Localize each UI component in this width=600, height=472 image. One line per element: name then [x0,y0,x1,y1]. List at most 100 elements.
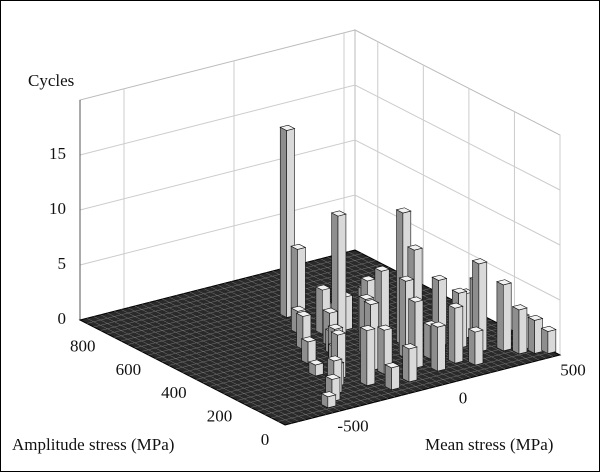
bar-face-front [391,365,400,391]
bar-face-top [322,307,339,314]
bar-face-left [384,364,392,391]
bar-face-top [395,207,412,214]
bar-face-top [360,275,377,282]
bar-face-top [496,279,513,286]
floor-mesh [100,260,376,331]
bar-face-front [547,329,557,354]
floor-mesh [264,344,540,415]
bar-face-top [363,299,380,306]
bar-face-top [401,343,418,350]
bar [401,343,418,383]
bar-face-top [320,391,337,398]
bar [447,302,464,364]
bar [359,325,376,387]
y-tick-label: 600 [116,360,142,379]
bar-face-left [527,316,535,354]
bar-face-left [512,306,520,355]
bar-face-front [337,213,347,338]
y-axis-label: Amplitude stress (MPa) [12,435,174,454]
bar [540,325,557,355]
bar-face-top [327,323,344,330]
bar [527,314,544,354]
bar-face-front [366,328,376,387]
bar [308,359,325,377]
bar-face-left [402,345,410,383]
bar-face-left [448,304,456,364]
y-tick-label: 200 [207,407,233,426]
x-tick-label: -500 [337,417,368,436]
bar-face-top [376,324,393,331]
bar-face-left [468,328,476,366]
bar-face-top [330,210,347,217]
y-tick-label: 400 [161,383,187,402]
floor-mesh [127,274,403,345]
bar-face-top [398,275,415,282]
floor-mesh [86,253,362,324]
x-tick-label: 500 [560,361,586,380]
bar-face-top [324,373,341,380]
bar-face-left [360,326,368,387]
bar-face-left [279,126,287,319]
bar-face-top [290,243,307,250]
floor-mesh [93,256,369,328]
bar-face-top [374,265,391,272]
bar-face-top [527,314,544,321]
bar-face-top [406,244,423,251]
x-axis-label: Mean stress (MPa) [425,435,553,454]
bar-face-left [430,323,438,372]
bar-face-top [447,302,464,309]
bar-face-top [384,362,401,369]
bar-face-top [359,325,376,331]
bar [300,336,317,365]
bar-face-left [541,327,549,355]
z-tick-label: 0 [58,309,67,328]
bar-face-top [431,274,448,281]
floor-mesh [120,270,397,342]
bar [384,362,401,391]
bar [330,210,347,338]
bar-face-top [308,359,325,366]
bar-face-left [496,281,504,352]
floor-mesh [278,351,554,422]
bar-face-top [279,124,296,131]
z-tick-label: 5 [58,254,67,273]
bar [467,326,484,366]
bar-face-top [326,355,343,362]
bar-face-top [540,325,557,332]
bar-face-left [423,322,431,360]
bar-face-top [290,305,307,312]
bar-face-left [301,338,309,365]
bar-face-top [315,284,332,291]
bar-face-top [467,326,484,333]
bar-face-front [502,282,512,352]
bar-face-left [377,326,385,375]
bar-face-top [300,336,317,343]
bar-face-left [315,286,323,335]
bar-face-top [430,321,447,328]
bar-face-top [471,258,488,265]
bar-face-front [518,307,528,355]
grid-line [79,84,561,191]
bar-face-front [474,329,484,366]
z-tick-label: 15 [49,144,66,163]
bar-face-front [437,324,446,372]
bar-face-front [454,305,464,364]
x-tick-label: 0 [459,389,468,408]
y-tick-label: 800 [70,337,96,356]
bar [430,321,447,372]
grid-line [79,194,561,301]
bar-face-front [408,346,418,383]
y-tick-label: 0 [261,430,270,449]
bar-face-top [295,310,312,317]
bar [496,279,513,352]
bar [376,324,393,375]
grid-line [79,139,561,246]
bar-face-top [407,296,424,303]
z-tick-label: 10 [49,199,66,218]
bar-face-top [358,293,375,300]
floor-mesh [271,347,547,419]
z-axis-label: Cycles [28,71,74,90]
bar-face-top [451,287,468,294]
bar [320,391,337,409]
